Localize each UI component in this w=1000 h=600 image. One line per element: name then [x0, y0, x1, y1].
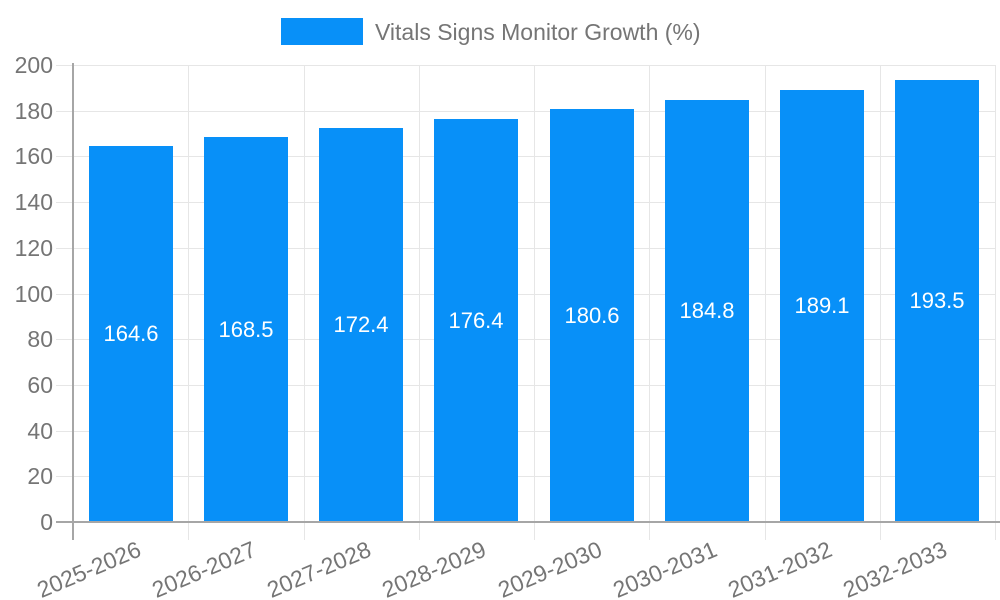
- y-tick-mark: [56, 385, 73, 386]
- v-gridline: [419, 65, 420, 522]
- x-tick-mark: [534, 522, 535, 540]
- y-tick-mark: [56, 431, 73, 432]
- bar-value-label: 189.1: [794, 293, 850, 318]
- bar-value-label: 176.4: [448, 307, 504, 333]
- bar-value-label: 184.8: [679, 298, 735, 323]
- bar-value-label: 164.6: [103, 321, 159, 346]
- y-tick-label: 0: [40, 509, 53, 535]
- bar-value-label: 180.6: [564, 302, 620, 328]
- y-tick-label: 120: [14, 235, 53, 261]
- x-tick-mark: [419, 522, 420, 540]
- bar-value-label: 193.5: [909, 288, 965, 313]
- bar: 193.5: [895, 80, 979, 522]
- v-gridline: [304, 65, 305, 522]
- bar-value-label: 168.5: [218, 316, 274, 342]
- y-tick-mark: [56, 202, 73, 203]
- y-tick-label: 40: [27, 418, 53, 444]
- bar: 176.4: [434, 119, 518, 522]
- y-tick-label: 20: [27, 463, 53, 489]
- y-tick-label: 60: [27, 372, 53, 398]
- legend-swatch: [281, 18, 363, 45]
- x-axis-line: [56, 521, 1000, 523]
- v-gridline: [765, 65, 766, 522]
- x-tick-mark: [765, 522, 766, 540]
- y-tick-label: 100: [14, 281, 53, 307]
- x-tick-mark: [880, 522, 881, 540]
- y-tick-mark: [56, 156, 73, 157]
- bar: 164.6: [89, 146, 173, 522]
- v-gridline: [188, 65, 189, 522]
- v-gridline: [649, 65, 650, 522]
- x-tick-mark: [649, 522, 650, 540]
- y-tick-mark: [56, 248, 73, 249]
- y-axis-line: [72, 63, 74, 540]
- y-tick-label: 180: [14, 98, 53, 124]
- y-tick-label: 80: [27, 326, 53, 352]
- y-tick-mark: [56, 111, 73, 112]
- bar-value-label: 172.4: [333, 312, 389, 337]
- y-tick-mark: [56, 65, 73, 66]
- x-tick-mark: [995, 522, 996, 540]
- y-tick-label: 140: [14, 189, 53, 215]
- x-tick-mark: [188, 522, 189, 540]
- v-gridline: [995, 65, 996, 522]
- y-tick-mark: [56, 476, 73, 477]
- y-tick-label: 200: [14, 52, 53, 78]
- v-gridline: [880, 65, 881, 522]
- v-gridline: [534, 65, 535, 522]
- bar: 189.1: [780, 90, 864, 522]
- x-tick-mark: [304, 522, 305, 540]
- bar: 172.4: [319, 128, 403, 522]
- legend-label: Vitals Signs Monitor Growth (%): [375, 19, 701, 45]
- y-tick-mark: [56, 339, 73, 340]
- bar: 184.8: [665, 100, 749, 522]
- bar: 168.5: [204, 137, 288, 522]
- y-tick-mark: [56, 294, 73, 295]
- y-tick-label: 160: [14, 143, 53, 169]
- bar: 180.6: [550, 109, 634, 522]
